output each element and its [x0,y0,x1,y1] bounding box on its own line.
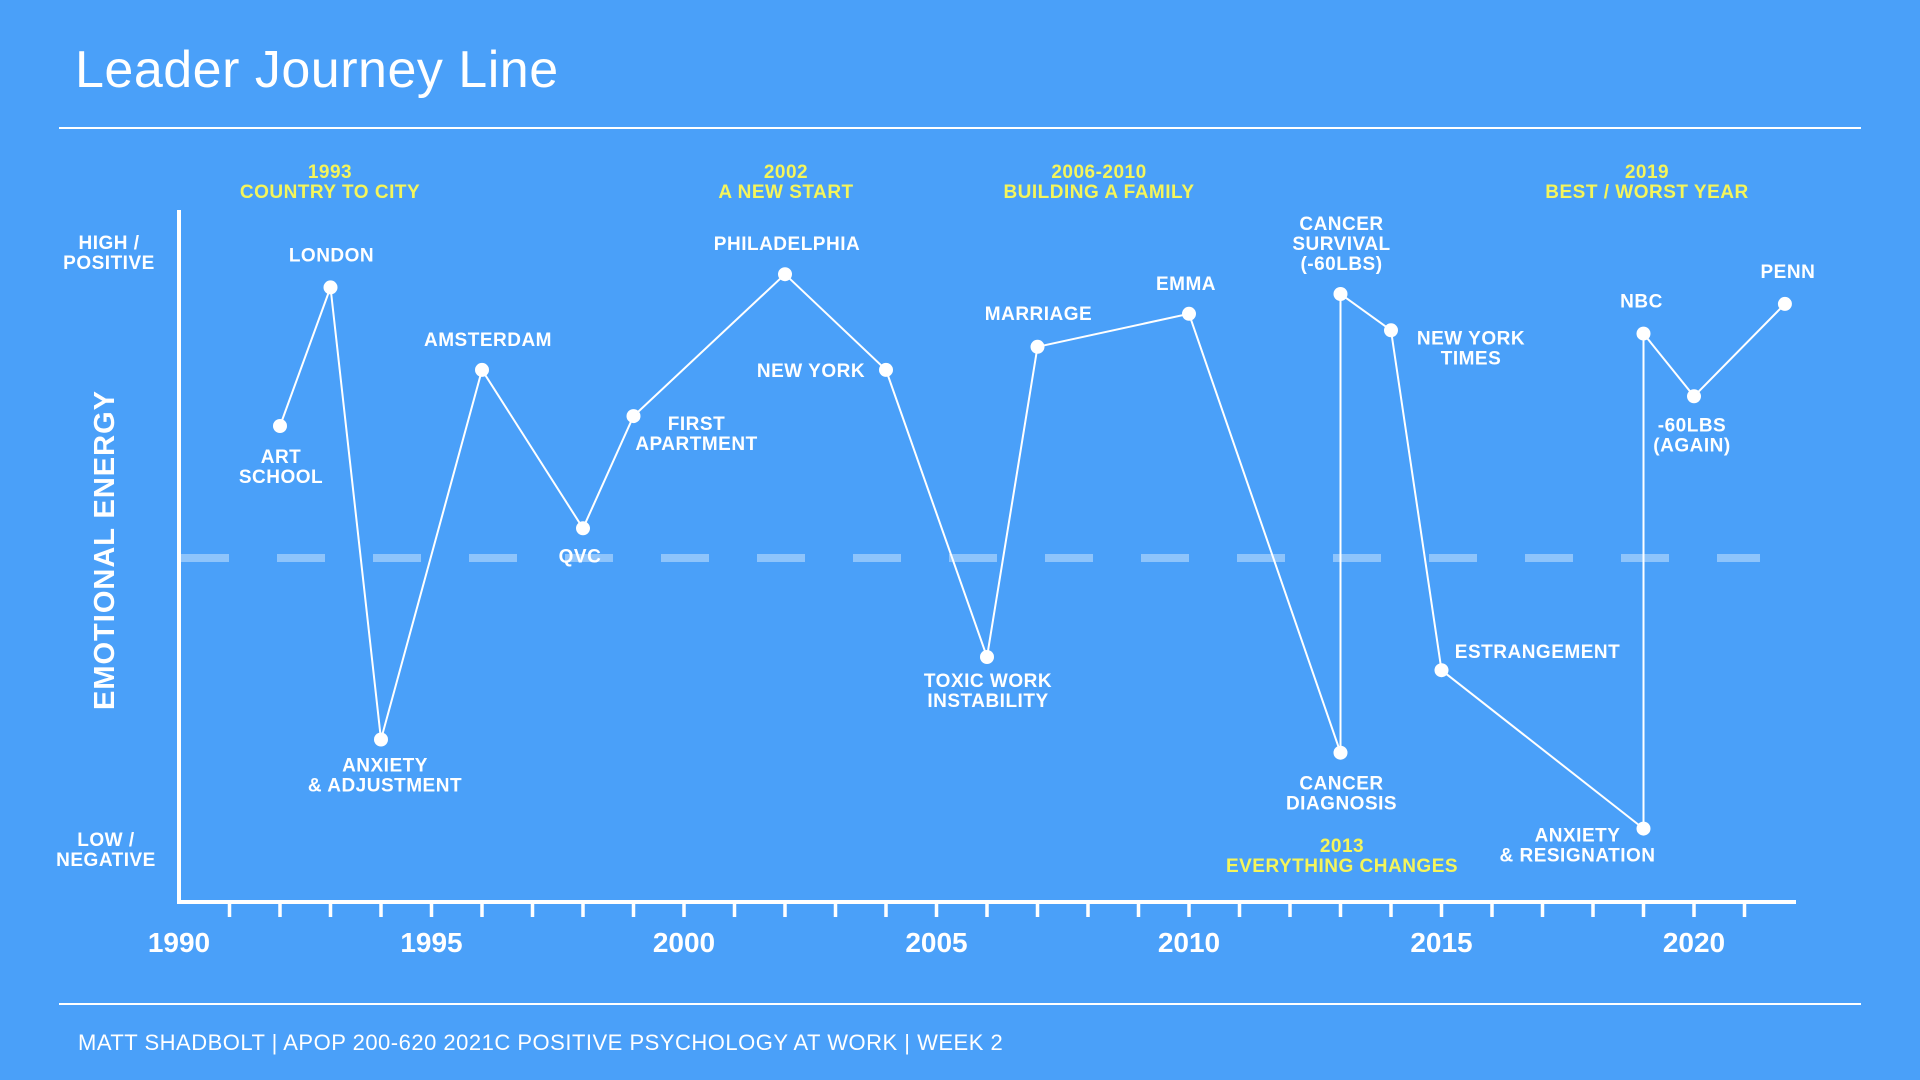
point-label: ESTRANGEMENT [1455,642,1620,663]
page-title: Leader Journey Line [75,41,559,99]
footer-divider [59,1003,1861,1005]
point-label: -60LBS (AGAIN) [1653,415,1730,456]
data-point [1636,326,1651,341]
data-point [1384,323,1398,338]
y-axis-label: EMOTIONAL ENERGY [89,390,121,710]
footer-text: MATT SHADBOLT | APOP 200-620 2021C POSIT… [78,1030,1004,1055]
x-tick-label: 1995 [400,927,462,958]
data-point [879,362,893,377]
data-point [980,650,994,664]
point-label: ART SCHOOL [239,447,323,488]
data-point [475,362,489,377]
data-point [1434,663,1449,678]
data-point [273,419,287,433]
data-point [778,267,792,282]
data-point [1030,339,1045,354]
y-low-label: LOW / NEGATIVE [56,830,156,871]
point-label: QVC [559,546,602,567]
x-tick-label: 2005 [905,927,967,958]
data-point [576,521,590,536]
annotation-label: 2019 BEST / WORST YEAR [1545,162,1748,203]
annotation-label: 2006-2010 BUILDING A FAMILY [1003,162,1194,203]
point-label: NBC [1620,292,1663,313]
data-point [1333,287,1348,301]
data-point [323,280,338,295]
data-point [1182,306,1196,321]
title-divider [59,127,1861,129]
point-label: MARRIAGE [985,304,1092,325]
point-label: EMMA [1156,274,1216,295]
point-label: TOXIC WORK INSTABILITY [924,671,1052,712]
x-tick-label: 2015 [1410,927,1472,958]
y-high-label: HIGH / POSITIVE [63,233,155,274]
point-label: AMSTERDAM [424,330,552,351]
data-point [1333,745,1348,760]
annotation-label: 2013 EVERYTHING CHANGES [1226,836,1458,877]
x-tick-label: 2010 [1158,927,1220,958]
point-label: CANCER DIAGNOSIS [1286,774,1397,815]
point-label: NEW YORK TIMES [1417,328,1525,369]
point-label: CANCER SURVIVAL (-60LBS) [1292,214,1390,275]
point-label: PENN [1761,262,1816,283]
point-label: PHILADELPHIA [714,234,860,255]
journey-line [279,272,1786,831]
point-label: LONDON [289,245,374,266]
x-tick-label: 1990 [148,927,210,958]
data-point [626,409,641,424]
x-tick-label: 2020 [1663,927,1725,958]
point-label: NEW YORK [757,361,865,382]
point-label: ANXIETY & ADJUSTMENT [308,756,462,797]
annotation-label: 2002 A NEW START [718,162,853,203]
x-tick-label: 2000 [653,927,715,958]
point-label: ANXIETY & RESIGNATION [1499,826,1655,867]
data-point [374,732,388,747]
data-point [1636,821,1651,836]
data-point [1777,296,1792,311]
point-label: FIRST APARTMENT [635,414,757,455]
data-point [1687,389,1701,404]
annotation-label: 1993 COUNTRY TO CITY [240,162,420,203]
